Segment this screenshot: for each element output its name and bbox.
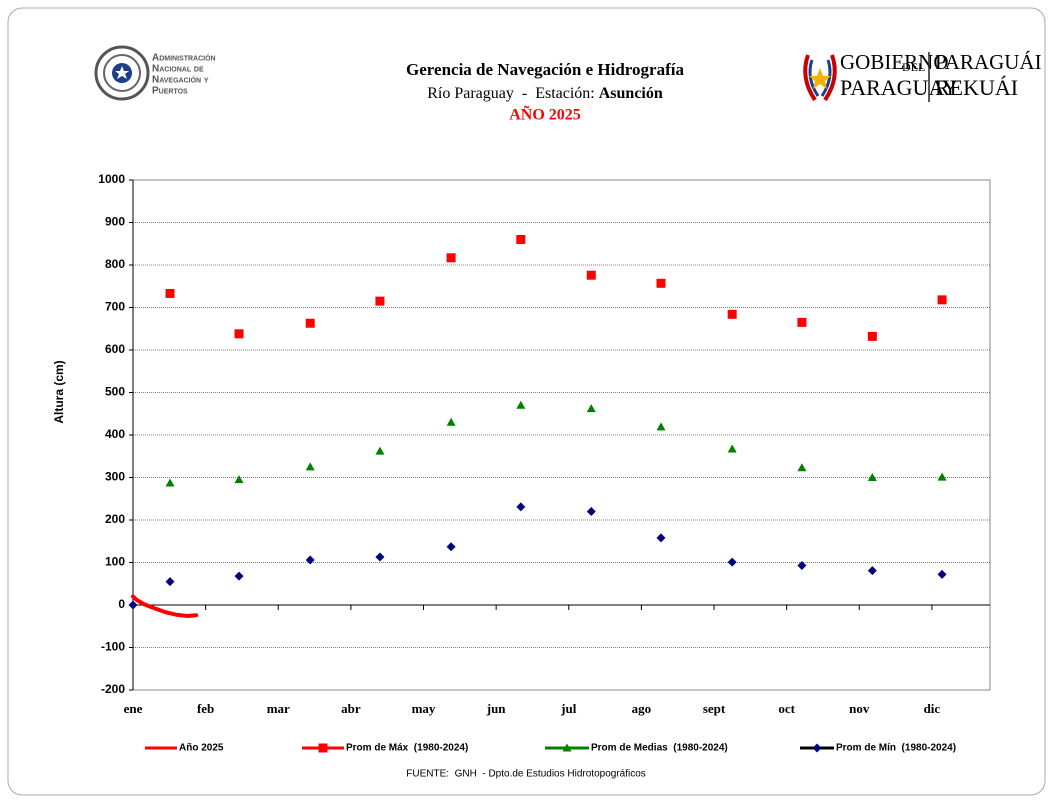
- marker: [516, 502, 526, 512]
- marker: [656, 278, 666, 288]
- x-tick-label: dic: [924, 701, 941, 716]
- data-line: [131, 594, 199, 619]
- x-tick-label: mar: [267, 701, 290, 716]
- marker: [446, 542, 456, 552]
- marker: [867, 331, 877, 341]
- y-tick-label: -200: [101, 682, 125, 696]
- legend-item: Prom de Máx (1980-2024): [302, 743, 468, 754]
- marker: [318, 743, 328, 753]
- chart-subtitle: Río Paraguay - Estación: Asunción: [427, 85, 663, 102]
- y-tick-label: 600: [105, 342, 125, 356]
- marker: [165, 577, 175, 587]
- legend-label: Prom de Mín (1980-2024): [836, 743, 956, 754]
- marker: [375, 296, 385, 306]
- x-tick-label: feb: [197, 701, 214, 716]
- marker: [797, 317, 807, 327]
- marker: [727, 444, 737, 453]
- x-tick-label: ago: [632, 701, 652, 716]
- x-tick-label: jun: [486, 701, 507, 716]
- logo-text: PARAGUAY: [840, 75, 958, 100]
- right-logo: GOBIERNO DEL PARAGUAY PARAGUÁI REKUÁI: [803, 50, 1042, 102]
- marker: [586, 270, 596, 280]
- marker: [375, 552, 385, 562]
- source-note: FUENTE: GNH - Dpto.de Estudios Hidrotopo…: [406, 769, 646, 780]
- left-logo: Administración Nacional de Navegación y …: [94, 45, 216, 101]
- station-name: Asunción: [599, 85, 663, 102]
- y-tick-label: 900: [105, 215, 125, 229]
- marker: [937, 472, 947, 481]
- y-tick-label: 200: [105, 512, 125, 526]
- marker: [797, 560, 807, 570]
- x-tick-label: sept: [703, 701, 726, 716]
- marker: [797, 463, 807, 472]
- marker: [305, 462, 315, 471]
- x-tick-label: oct: [778, 701, 795, 716]
- x-tick-label: ene: [124, 701, 143, 716]
- marker: [234, 329, 244, 339]
- y-tick-label: 500: [105, 385, 125, 399]
- marker: [656, 533, 666, 543]
- y-tick-label: 1000: [98, 172, 125, 186]
- marker: [234, 571, 244, 581]
- y-tick-label: 400: [105, 427, 125, 441]
- marker: [305, 318, 315, 328]
- marker: [305, 555, 315, 565]
- logo-text: REKUÁI: [935, 75, 1018, 100]
- marker: [727, 309, 737, 319]
- legend-item: Año 2025: [145, 743, 224, 754]
- x-tick-label: may: [412, 701, 436, 716]
- year-label: AÑO 2025: [509, 105, 581, 124]
- marker: [867, 473, 877, 481]
- y-tick-label: 300: [105, 470, 125, 484]
- marker: [516, 235, 526, 244]
- legend-label: Prom de Medias (1980-2024): [591, 743, 728, 754]
- logo-text: PARAGUÁI: [935, 50, 1042, 74]
- logo-text: Navegación y: [152, 75, 209, 86]
- marker: [128, 600, 138, 610]
- legend-label: Año 2025: [179, 743, 224, 754]
- marker: [812, 743, 822, 753]
- legend-item: Prom de Mín (1980-2024): [800, 743, 956, 754]
- marker: [586, 507, 596, 516]
- marker: [656, 422, 666, 431]
- marker: [446, 417, 456, 426]
- y-tick-label: 100: [105, 555, 125, 569]
- marker: [937, 295, 947, 305]
- marker: [562, 743, 572, 752]
- chart-title: Gerencia de Navegación e Hidrografía: [406, 60, 684, 79]
- marker: [727, 557, 737, 567]
- y-tick-label: 800: [105, 257, 125, 271]
- logo-text: DEL: [902, 60, 925, 74]
- marker: [165, 288, 175, 298]
- subtitle-text: Río Paraguay - Estación:: [427, 85, 599, 102]
- x-tick-label: abr: [341, 701, 361, 716]
- logo-text: Puertos: [152, 86, 188, 97]
- x-tick-label: jul: [560, 701, 577, 716]
- marker: [234, 475, 244, 484]
- y-tick-label: 700: [105, 300, 125, 314]
- marker: [165, 478, 175, 487]
- y-tick-label: 0: [118, 597, 125, 611]
- legend-item: Prom de Medias (1980-2024): [545, 743, 728, 754]
- marker: [586, 404, 596, 413]
- y-axis-label: Altura (cm): [52, 360, 66, 423]
- logo-text: GOBIERNO: [840, 50, 949, 74]
- logo-text: Administración: [152, 53, 216, 64]
- x-tick-label: nov: [849, 701, 870, 716]
- marker: [446, 253, 456, 263]
- logo-text: Nacional de: [152, 64, 204, 75]
- marker: [867, 566, 877, 576]
- marker: [375, 446, 385, 455]
- marker: [516, 400, 526, 409]
- legend-label: Prom de Máx (1980-2024): [346, 743, 468, 754]
- y-tick-label: -100: [101, 640, 125, 654]
- marker: [937, 569, 947, 579]
